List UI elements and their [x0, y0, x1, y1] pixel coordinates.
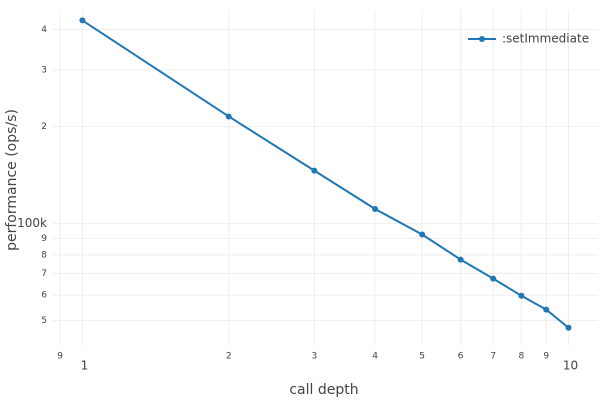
point [565, 324, 572, 331]
legend-label: :setImmediate [502, 32, 589, 46]
x-tick-label: 3 [311, 352, 317, 362]
y-tick-label: 100k [17, 216, 47, 230]
x-tick-label: 10 [563, 359, 578, 373]
x-tick-label: 6 [458, 352, 464, 362]
y-tick-label: 6 [41, 291, 47, 301]
line [81, 19, 570, 329]
x-tick-label: 7 [490, 352, 496, 362]
point [225, 113, 232, 120]
y-tick-label: 9 [41, 234, 47, 244]
y-tick-label: 8 [41, 250, 47, 260]
y-tick-label: 2 [41, 122, 47, 132]
x-axis-title: call depth [289, 382, 358, 398]
point [372, 205, 379, 212]
y-tick-label: 3 [41, 65, 47, 75]
x-tick-label: 8 [519, 352, 525, 362]
x-tick-label: 5 [419, 352, 425, 362]
x-tick-label: 4 [372, 352, 378, 362]
point [311, 167, 318, 174]
y-tick-label: 7 [41, 269, 47, 279]
x-tick-label: 9 [543, 352, 549, 362]
point [543, 306, 550, 313]
y-axis-title: performance (ops/s) [4, 109, 20, 251]
y-tick-label: 5 [41, 316, 47, 326]
x-tick-label: 1 [81, 359, 89, 373]
legend-marker [479, 36, 485, 42]
point [490, 275, 497, 282]
point [419, 231, 426, 238]
x-tick-label: 2 [226, 352, 232, 362]
x-tick-label: 9 [57, 352, 63, 362]
point [79, 17, 86, 24]
y-tick-label: 4 [41, 25, 47, 35]
grid-layer [53, 10, 598, 345]
point [457, 256, 464, 263]
point [518, 292, 525, 299]
